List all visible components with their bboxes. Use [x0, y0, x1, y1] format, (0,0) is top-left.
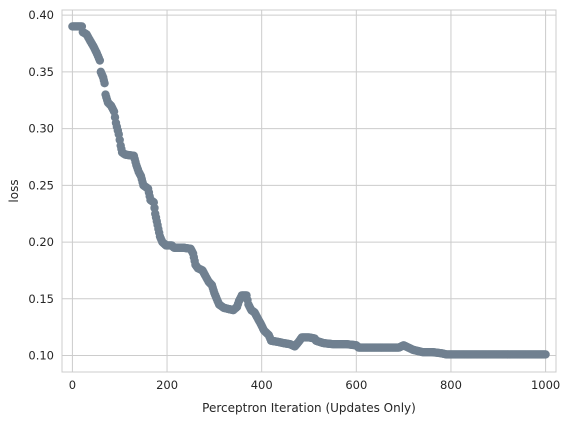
data-points	[68, 22, 550, 359]
x-tick-label: 800	[440, 378, 462, 392]
y-tick-label: 0.35	[28, 65, 54, 79]
x-tick-labels: 0 200 400 600 800 1000	[69, 378, 560, 392]
y-tick-label: 0.25	[28, 178, 54, 192]
data-point	[95, 56, 105, 65]
x-tick-label: 400	[251, 378, 273, 392]
y-axis-label: loss	[7, 179, 21, 202]
data-point	[541, 350, 550, 359]
grid	[62, 10, 556, 372]
x-tick-label: 200	[156, 378, 178, 392]
y-tick-label: 0.20	[28, 235, 54, 249]
y-tick-label: 0.40	[28, 8, 54, 22]
plot-frame	[61, 9, 557, 373]
x-tick-label: 0	[69, 378, 76, 392]
data-point	[100, 78, 109, 88]
x-tick-label: 1000	[531, 378, 560, 392]
y-tick-labels: 0.10 0.15 0.20 0.25 0.30 0.35 0.40	[28, 8, 54, 362]
x-tick-label: 600	[345, 378, 367, 392]
y-tick-label: 0.30	[28, 122, 54, 136]
y-tick-label: 0.15	[28, 292, 54, 306]
y-tick-label: 0.10	[28, 349, 54, 363]
x-axis-label: Perceptron Iteration (Updates Only)	[202, 401, 416, 415]
